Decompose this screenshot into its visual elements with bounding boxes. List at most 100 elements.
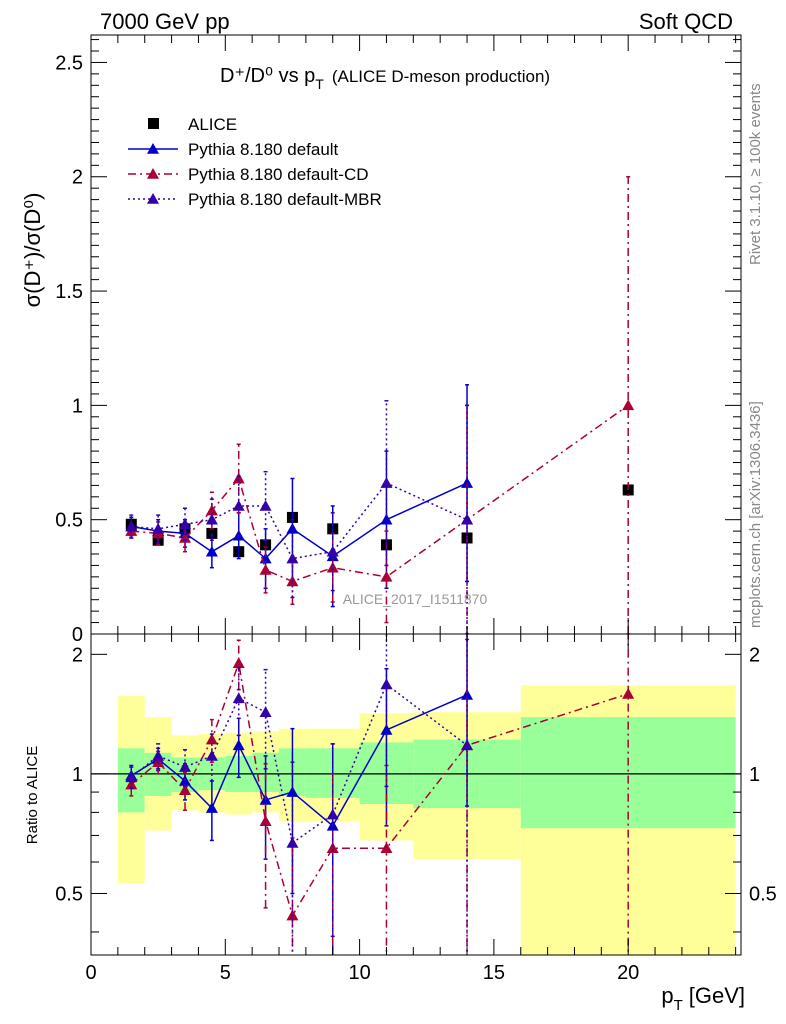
main-data-layer (125, 175, 635, 634)
watermark: ALICE_2017_I1511870 (343, 591, 488, 607)
legend-marker-mbr (147, 193, 159, 204)
main-panel: ALICE_2017_I1511870 0.5 1 1.5 2 2.5 0 D⁺/D⁰ v… (20, 34, 742, 646)
ratio-xtick-label: 10 (348, 962, 370, 984)
main-ytick-label: 0.5 (55, 510, 83, 532)
ratio-series-cd (125, 634, 635, 955)
ratio-axes: 0 5 10 15 20 0.5 0.5 1 1 2 2 (55, 633, 777, 984)
ratio-ytick-label-right: 1 (749, 764, 760, 786)
ratio-point-mbr (205, 749, 218, 761)
point-mbr (259, 499, 272, 511)
series-default (125, 384, 474, 608)
ratio-xtick-label: 5 (220, 962, 231, 984)
point-mbr (232, 499, 245, 511)
band-inner (520, 717, 736, 829)
ratio-series-mbr (125, 634, 474, 955)
ratio-ytick-label-right: 2 (749, 644, 760, 666)
point-default (205, 545, 218, 557)
main-ytick-label: 2.5 (55, 52, 83, 74)
ratio-point-mbr (179, 761, 192, 772)
legend-label-cd: Pythia 8.180 default-CD (188, 165, 369, 184)
header-left: 7000 GeV pp (100, 9, 230, 34)
ratio-point-default (205, 802, 218, 813)
main-ytick-label: 1 (72, 395, 83, 417)
xlabel-main: p (661, 983, 673, 1008)
ratio-point-mbr (380, 678, 393, 690)
ratio-point-cd (326, 842, 339, 854)
point-mbr (152, 522, 165, 534)
ratio-point-mbr (152, 749, 165, 761)
series-line-mbr (131, 482, 468, 560)
legend-marker-default (147, 143, 159, 154)
point-default (286, 522, 299, 534)
ratio-xtick-label: 0 (85, 962, 96, 984)
point-cd (179, 531, 192, 543)
ratio-panel: 0 5 10 15 20 0.5 0.5 1 1 2 2 Ratio to ALICE pT [GeV… (24, 633, 777, 1014)
series-line-default (131, 482, 468, 560)
ratio-point-mbr (461, 739, 474, 751)
point-cd (232, 472, 245, 484)
xlabel-sub: T (674, 997, 683, 1014)
point-cd (326, 561, 339, 573)
series-line-cd (131, 404, 629, 583)
ratio-point-default (232, 739, 245, 751)
ratio-frame (90, 633, 742, 956)
ratio-point-cd (152, 756, 165, 768)
point-mbr (286, 552, 299, 564)
ratio-point-mbr (326, 808, 339, 820)
ratio-point-mbr (232, 692, 245, 704)
point-cd (622, 399, 635, 411)
xlabel-unit: [GeV] (689, 983, 745, 1008)
main-ytick-label-zero: 0 (72, 624, 83, 646)
ratio-xtick-label: 15 (483, 962, 505, 984)
mcplots-note: mcplots.cern.ch [arXiv:1306.3436] (747, 401, 764, 628)
ratio-ytick-label: 0.5 (55, 883, 83, 905)
legend-marker-alice (148, 118, 159, 129)
ratio-point-default (380, 723, 393, 735)
main-title-extra: (ALICE D-meson production) (332, 67, 550, 86)
ratio-point-default (461, 688, 474, 700)
ratio-line-mbr (130, 683, 468, 845)
ratio-point-cd (259, 815, 272, 827)
ratio-data-layer (125, 634, 635, 955)
ratio-ytick-label: 2 (72, 644, 83, 666)
main-ytick-label: 2 (72, 167, 83, 189)
point-mbr (205, 513, 218, 525)
point-mbr (125, 520, 138, 532)
legend-label-mbr: Pythia 8.180 default-MBR (188, 190, 382, 209)
xlabel: pT [GeV] (661, 983, 745, 1014)
ratio-point-mbr (125, 771, 138, 783)
point-mbr (461, 513, 474, 525)
ratio-point-cd (622, 687, 635, 699)
ratio-point-cd (179, 784, 192, 795)
ratio-ytick-label: 1 (72, 764, 83, 786)
ratio-point-cd (125, 778, 138, 790)
legend-label-alice: ALICE (188, 115, 237, 134)
header-right: Soft QCD (639, 9, 733, 34)
point-cd (259, 563, 272, 575)
ratio-point-mbr (259, 706, 272, 717)
point-mbr (179, 518, 192, 530)
legend-marker-cd (147, 168, 159, 179)
ratio-point-mbr (286, 836, 299, 848)
ratio-ytick-label-right: 0.5 (749, 883, 777, 905)
main-ylabel: σ(D⁺)/σ(D⁰) (20, 193, 45, 308)
ratio-series-default (125, 634, 474, 955)
point-cd (380, 570, 393, 582)
ratio-point-cd (232, 657, 245, 668)
point-mbr (380, 477, 393, 488)
legend-label-default: Pythia 8.180 default (188, 140, 339, 159)
main-title-sub: T (315, 76, 324, 92)
point-mbr (326, 545, 339, 557)
series-mbr (125, 400, 474, 634)
series-cd (125, 175, 635, 634)
ratio-ylabel: Ratio to ALICE (24, 746, 41, 844)
rivet-note: Rivet 3.1.10, ≥ 100k events (747, 83, 764, 265)
ratio-point-cd (380, 842, 393, 854)
legend: ALICE Pythia 8.180 default Pythia 8.180 de… (128, 115, 382, 209)
main-title: D⁺/D⁰ vs pT (ALICE D-meson production) (220, 65, 550, 92)
main-ytick-label: 1.5 (55, 281, 83, 303)
main-title-text: D⁺/D⁰ vs p (220, 65, 315, 87)
ratio-line-default (130, 694, 468, 827)
ratio-xtick-label: 20 (617, 962, 639, 984)
